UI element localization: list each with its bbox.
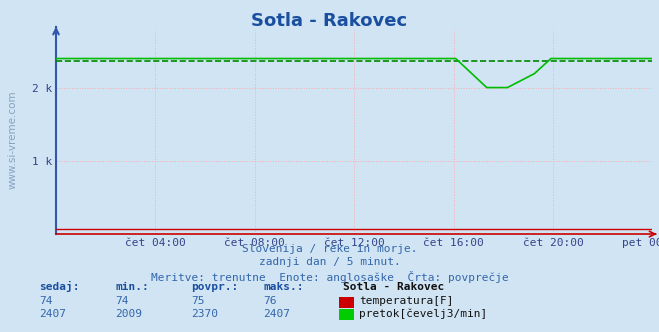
Text: 74: 74 (40, 296, 53, 306)
Text: temperatura[F]: temperatura[F] (359, 296, 453, 306)
Text: 76: 76 (264, 296, 277, 306)
Text: 2407: 2407 (40, 309, 67, 319)
Text: min.:: min.: (115, 283, 149, 292)
Text: zadnji dan / 5 minut.: zadnji dan / 5 minut. (258, 257, 401, 267)
Text: Meritve: trenutne  Enote: anglosaške  Črta: povprečje: Meritve: trenutne Enote: anglosaške Črta… (151, 271, 508, 283)
Text: pretok[čevelj3/min]: pretok[čevelj3/min] (359, 308, 488, 319)
Text: sedaj:: sedaj: (40, 282, 80, 292)
Text: 2407: 2407 (264, 309, 291, 319)
Text: 74: 74 (115, 296, 129, 306)
Text: 2009: 2009 (115, 309, 142, 319)
Text: Sotla - Rakovec: Sotla - Rakovec (252, 12, 407, 30)
Text: Sotla - Rakovec: Sotla - Rakovec (343, 283, 444, 292)
Text: maks.:: maks.: (264, 283, 304, 292)
Text: 75: 75 (191, 296, 204, 306)
Text: povpr.:: povpr.: (191, 283, 239, 292)
Text: 2370: 2370 (191, 309, 218, 319)
Text: www.si-vreme.com: www.si-vreme.com (8, 90, 18, 189)
Text: Slovenija / reke in morje.: Slovenija / reke in morje. (242, 244, 417, 254)
